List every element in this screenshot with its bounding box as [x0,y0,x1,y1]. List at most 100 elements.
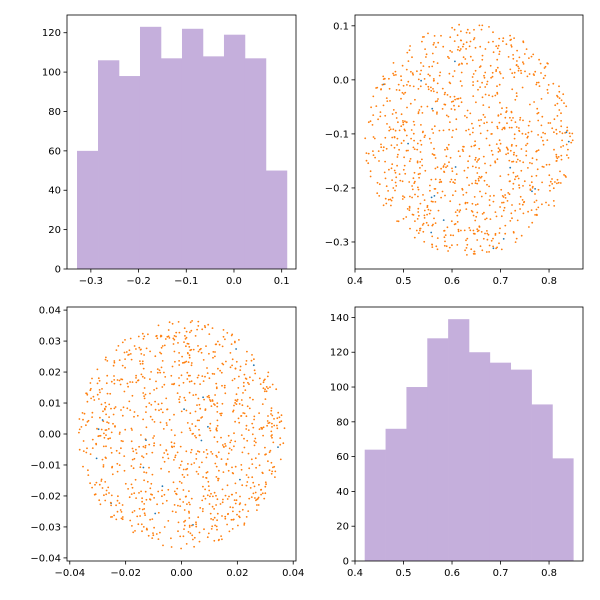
scatter-point [535,150,538,153]
scatter-point [232,506,234,509]
scatter-point [401,198,404,200]
scatter-point [479,86,481,88]
scatter-point [449,82,452,85]
scatter-point [405,68,408,71]
scatter-point [142,392,145,394]
scatter-point [443,171,446,174]
scatter-point [188,427,191,430]
scatter-point [449,200,452,203]
scatter-point [266,420,269,422]
scatter-point [98,389,101,391]
scatter-point [443,93,446,96]
scatter-point [231,333,234,336]
scatter-point [130,493,133,495]
scatter-point [376,192,379,195]
scatter-point [141,508,144,511]
scatter-point [105,382,108,385]
scatter-point [482,104,485,106]
scatter-point [465,41,468,44]
scatter-point [221,345,224,348]
scatter-point [417,88,420,90]
scatter-point [270,413,272,415]
scatter-point [207,425,209,428]
scatter-point [205,449,208,451]
scatter-point [471,131,474,134]
scatter-point [372,150,374,153]
scatter-point [421,164,424,167]
scatter-point [423,199,426,202]
scatter-point [90,387,92,390]
scatter-point [452,100,455,103]
scatter-point [115,518,118,521]
scatter-point [436,248,439,251]
histogram-bar [223,34,246,269]
scatter-point [493,194,495,197]
scatter-point [515,92,518,94]
scatter-point [141,332,144,335]
scatter-point [144,444,147,447]
scatter-point [518,186,521,189]
scatter-point [449,234,452,237]
scatter-point [280,420,283,423]
scatter-point [558,90,561,93]
scatter-point [478,124,481,127]
scatter-point [102,464,105,466]
scatter-point [519,119,521,121]
scatter-point [85,424,87,427]
scatter-point [151,518,154,520]
scatter-point [112,422,114,425]
scatter-point [252,426,255,429]
scatter-point [193,536,196,539]
scatter-point [532,73,535,75]
scatter-point [544,74,547,77]
scatter-point [143,479,146,482]
scatter-point [158,409,160,412]
scatter-point [105,356,107,359]
scatter-point [512,188,514,190]
scatter-point [142,337,145,340]
scatter-point [422,65,425,67]
scatter-point [448,72,451,75]
scatter-point [547,84,550,86]
scatter-point [471,182,473,185]
scatter-point [272,466,274,469]
scatter-point [453,28,456,31]
scatter-point [474,158,477,161]
scatter-point [178,398,181,401]
scatter-point [231,472,234,474]
scatter-point [255,441,257,444]
scatter-point [151,473,154,476]
scatter-point [416,161,419,164]
scatter-point [505,106,508,109]
scatter-point [491,71,494,74]
scatter-point [138,445,141,448]
scatter-point [492,237,494,240]
scatter-point [461,63,463,65]
scatter-point [488,106,490,109]
scatter-point [238,403,241,405]
scatter-point [551,183,554,185]
scatter-point [252,481,255,484]
scatter-point [224,494,227,497]
scatter-point [243,373,246,376]
scatter-point [253,358,255,361]
scatter-point [433,79,435,82]
scatter-point [527,131,530,134]
scatter-point [260,493,262,496]
scatter-point [421,158,423,161]
scatter-point [109,437,111,440]
scatter-point [283,427,286,430]
scatter-point [369,120,372,123]
scatter-point [248,407,251,410]
scatter-point [226,458,229,460]
scatter-point [251,354,253,356]
scatter-point [418,176,420,179]
scatter-point [153,442,156,445]
scatter-point [179,396,181,398]
scatter-point [553,205,556,207]
scatter-point [477,119,480,122]
scatter-point [211,327,214,329]
scatter-point [452,194,454,197]
scatter-point [216,528,218,531]
scatter-point [411,56,413,59]
